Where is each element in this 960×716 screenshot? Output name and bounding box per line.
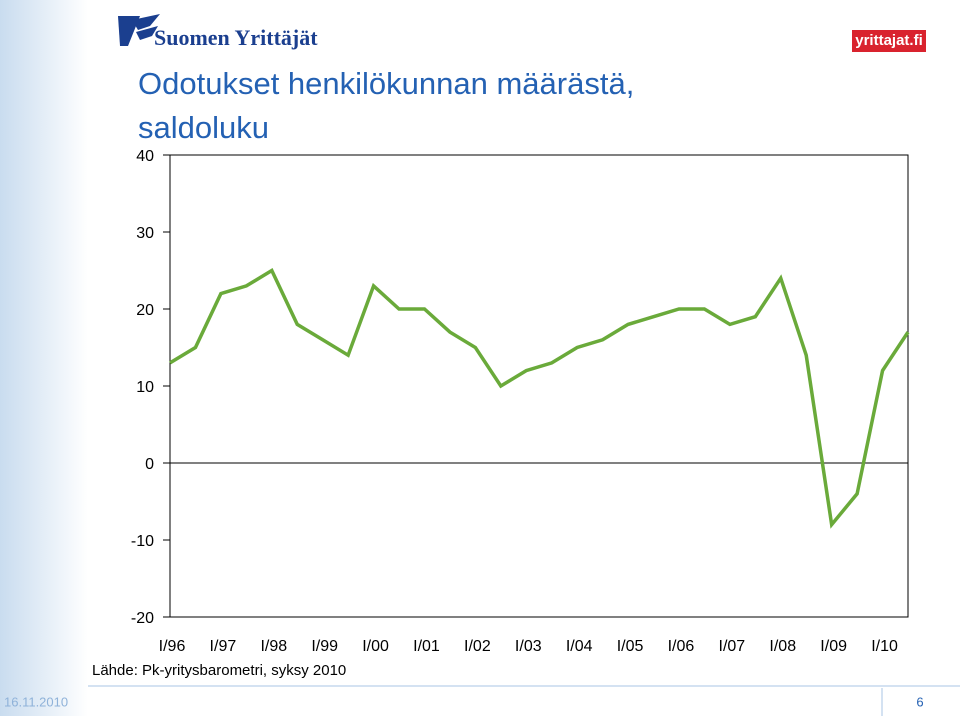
- badge-box: [852, 30, 926, 52]
- x-tick-label: I/99: [311, 638, 338, 655]
- y-tick-label: 0: [145, 456, 154, 473]
- chart-title: Odotukset henkilökunnan määrästä,: [138, 66, 634, 101]
- x-tick-label: I/10: [871, 638, 898, 655]
- x-tick-label: I/08: [769, 638, 796, 655]
- badge-text: yrittajat.fi: [855, 32, 923, 49]
- logo-icon: [118, 14, 160, 46]
- x-tick-label: I/03: [515, 638, 542, 655]
- footer-date: 16.11.2010: [4, 694, 68, 709]
- side-band: [0, 0, 88, 716]
- data-line: [169, 267, 910, 529]
- x-tick-label: I/96: [159, 638, 186, 655]
- page-number: 6: [916, 694, 923, 709]
- y-tick-label: -20: [131, 610, 154, 627]
- source: Lähde: Pk-yritysbarometri, syksy 2010: [92, 662, 346, 679]
- x-tick-label: I/09: [820, 638, 847, 655]
- y-tick-label: 10: [136, 379, 154, 396]
- y-tick-label: 30: [136, 225, 154, 242]
- x-tick-label: I/01: [413, 638, 440, 655]
- x-tick-label: I/98: [260, 638, 287, 655]
- x-tick-label: I/07: [719, 638, 746, 655]
- y-tick-label: -10: [131, 533, 154, 550]
- x-tick-label: I/05: [617, 638, 644, 655]
- x-tick-label: I/00: [362, 638, 389, 655]
- x-tick-label: I/06: [668, 638, 695, 655]
- logo-text: Suomen Yrittäjät: [154, 25, 318, 50]
- x-tick-label: I/02: [464, 638, 491, 655]
- x-tick-label: I/04: [566, 638, 593, 655]
- y-tick-label: 40: [136, 148, 154, 165]
- chart-title: saldoluku: [138, 110, 269, 145]
- x-tick-label: I/97: [210, 638, 237, 655]
- y-tick-label: 20: [136, 302, 154, 319]
